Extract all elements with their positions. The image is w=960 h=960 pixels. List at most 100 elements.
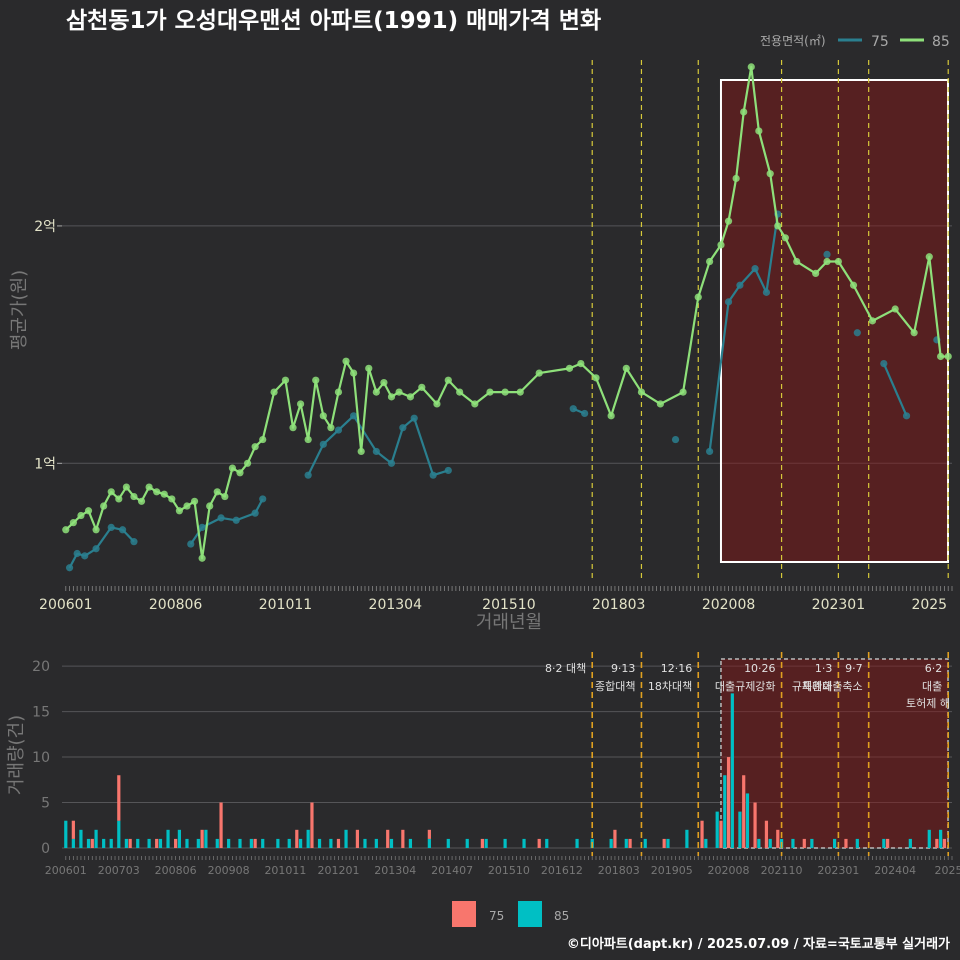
- point-75-2010-03: [251, 509, 259, 517]
- point-85-2009-09: [228, 464, 237, 472]
- point-75-2021-06: [762, 288, 771, 296]
- annotation-date-1: 9·13: [611, 662, 636, 675]
- volume-y-tick-3: 15: [32, 705, 50, 721]
- bar-85-2009-11: [238, 838, 242, 848]
- bar-85-2018-05: [624, 838, 628, 848]
- point-85-2014-09: [456, 388, 464, 396]
- point-85-2021-02: [747, 63, 755, 71]
- bar-85-2013-08: [408, 838, 413, 848]
- volume-x-tick-8: 201510: [488, 864, 530, 877]
- bar-75-2009-01: [200, 829, 204, 848]
- bar-85-2014-01: [427, 838, 431, 848]
- legend-label-75: 75: [871, 34, 889, 50]
- point-85-2008-03: [160, 490, 168, 498]
- point-85-2006-07: [84, 507, 93, 515]
- annotation-label-1: 종합대책: [595, 680, 635, 693]
- point-85-2008-01: [153, 488, 161, 496]
- point-85-2020-10: [732, 174, 740, 183]
- bar-85-2016-02: [522, 838, 526, 848]
- bar-85-2009-02: [204, 829, 208, 848]
- annotation-label-3: 대출규제강화: [715, 680, 776, 693]
- bar-85-2014-06: [446, 838, 450, 848]
- point-85-2011-05: [304, 435, 312, 444]
- annotation-label-2: 18차대책: [648, 680, 692, 693]
- price-grid: [62, 225, 952, 464]
- volume-x-tick-10: 201803: [598, 864, 640, 877]
- bar-75-2008-01: [155, 838, 159, 848]
- bar-75-2006-08: [90, 838, 94, 848]
- point-85-2010-01: [243, 459, 252, 467]
- bar-85-2008-07: [177, 829, 182, 848]
- bar-85-2020-07: [723, 775, 727, 848]
- point-75-2006-06: [81, 552, 89, 560]
- point-75-2008-10: [187, 540, 195, 548]
- bar-85-2014-11: [465, 838, 469, 848]
- bar-75-2007-06: [128, 838, 132, 848]
- bar-75-2025-03: [935, 838, 939, 848]
- point-75-2020-03: [706, 447, 714, 456]
- volume-bars: [64, 693, 947, 848]
- point-85-2014-03: [433, 400, 441, 408]
- point-85-2012-03: [342, 357, 350, 365]
- bar-75-2022-04: [802, 838, 806, 848]
- highlight-box: [719, 79, 949, 563]
- point-85-2021-07: [766, 170, 774, 178]
- bar-75-2021-09: [776, 829, 780, 848]
- bar-85-2020-02: [704, 838, 708, 848]
- series-segment-75: [739, 267, 756, 287]
- point-75-2020-11: [736, 281, 744, 289]
- bar-85-2017-04: [575, 838, 579, 848]
- price-x-tick-7: 202301: [812, 597, 865, 613]
- point-85-2010-03: [251, 443, 259, 451]
- bar-85-2020-05: [715, 811, 719, 848]
- bar-85-2018-01: [609, 838, 613, 848]
- bar-75-2010-03: [253, 838, 257, 848]
- point-75-2009-06: [217, 514, 225, 522]
- point-75-2024-07: [902, 412, 911, 420]
- bar-85-2021-07: [768, 838, 772, 848]
- bar-85-2019-04: [666, 838, 670, 848]
- bar-85-2022-01: [791, 838, 795, 848]
- bar-75-2013-06: [401, 829, 405, 848]
- volume-x-tick-6: 201304: [374, 864, 416, 877]
- bar-85-2021-01: [745, 793, 750, 848]
- point-75-2007-01: [107, 523, 115, 532]
- point-85-2020-08: [724, 217, 733, 225]
- bar-85-2007-01: [109, 838, 113, 848]
- point-85-2010-11: [281, 376, 290, 384]
- volume-y-tick-1: 5: [41, 796, 50, 812]
- volume-y-axis-title: 거래량(건): [6, 715, 27, 795]
- bar-75-2007-03: [117, 775, 121, 821]
- point-85-2010-08: [270, 388, 278, 396]
- point-75-2007-04: [118, 526, 127, 534]
- point-85-2013-01: [380, 378, 388, 387]
- bar-75-2016-06: [537, 838, 541, 848]
- bar-75-2009-06: [219, 802, 223, 848]
- volume-y-tick-2: 10: [32, 750, 50, 766]
- price-y-tick-0: 1억: [34, 456, 56, 472]
- volume-grid: [62, 665, 952, 849]
- volume-y-ticks: 0 5 10 15 20: [32, 659, 50, 857]
- bar-85-2022-12: [832, 838, 837, 848]
- point-85-2009-01: [198, 554, 206, 562]
- volume-x-tick-13: 202110: [761, 864, 803, 877]
- bar-75-2011-06: [310, 802, 314, 848]
- point-85-2007-05: [122, 483, 130, 491]
- bar-85-2025-04: [939, 829, 943, 848]
- point-75-2012-01: [334, 426, 343, 434]
- volume-legend-label-85: 85: [554, 909, 569, 923]
- point-75-2013-09: [410, 414, 418, 422]
- bar-75-2012-06: [355, 829, 360, 848]
- point-85-2006-01: [62, 526, 70, 534]
- bar-85-2008-09: [185, 838, 189, 848]
- bar-85-2018-10: [643, 838, 647, 848]
- point-85-2021-11: [781, 234, 789, 242]
- point-75-2009-10: [232, 516, 240, 524]
- volume-x-tick-16: 20250: [935, 864, 960, 877]
- point-85-2019-02: [656, 400, 664, 408]
- point-85-2020-12: [740, 108, 748, 116]
- bar-85-2007-03: [117, 820, 121, 848]
- bar-85-2006-07: [86, 838, 91, 848]
- point-85-2009-07: [221, 492, 229, 501]
- bar-75-2025-05: [942, 838, 947, 848]
